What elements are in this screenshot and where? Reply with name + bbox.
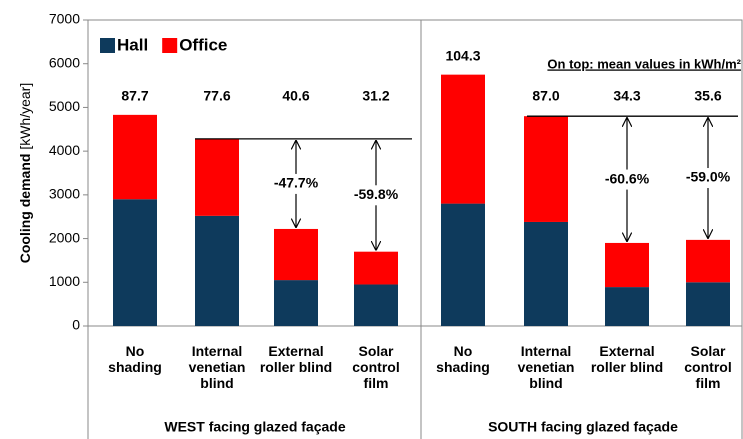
reduction-label: -59.0% xyxy=(686,169,731,185)
reduction-label: -60.6% xyxy=(605,170,650,186)
bar-segment xyxy=(605,242,649,288)
bar-segment xyxy=(605,287,649,326)
legend-swatch xyxy=(100,38,115,53)
legend-swatch xyxy=(162,38,178,53)
group-label: SOUTH facing glazed façade xyxy=(488,419,678,435)
bar-segment xyxy=(274,280,318,326)
label-bg xyxy=(605,169,649,190)
bar-segment xyxy=(354,284,398,326)
label-bg xyxy=(274,173,318,194)
mean-label: 40.6 xyxy=(282,88,309,104)
bar-segment xyxy=(113,114,157,200)
bar-segment xyxy=(274,228,318,281)
bar-segment xyxy=(195,138,239,216)
x-tick-label: No shading xyxy=(108,343,162,375)
mean-label: 87.0 xyxy=(532,88,559,104)
x-tick-label: Internal venetian blind xyxy=(518,343,575,391)
mean-label: 77.6 xyxy=(203,88,230,104)
y-tick-label: 0 xyxy=(72,317,80,333)
legend-label: Office xyxy=(179,35,227,54)
bar-segment xyxy=(441,203,485,326)
x-tick-label: Solar control film xyxy=(684,343,731,391)
x-tick-label: External roller blind xyxy=(591,343,663,375)
bar-segment xyxy=(354,251,398,285)
legend-label: Hall xyxy=(117,35,148,54)
x-tick-label: Internal venetian blind xyxy=(189,343,246,391)
note: On top: mean values in kWh/m² xyxy=(547,56,741,71)
y-tick-label: 3000 xyxy=(49,186,80,202)
label-bg xyxy=(354,185,398,206)
y-tick-label: 5000 xyxy=(49,98,80,114)
x-tick-label: External roller blind xyxy=(260,343,332,375)
bar-segment xyxy=(524,221,568,326)
y-unit: [kWh/year] xyxy=(17,83,33,150)
bar-segment xyxy=(686,239,730,283)
x-tick-label: Solar control film xyxy=(352,343,399,391)
bar-segment xyxy=(686,282,730,326)
y-tick-label: 6000 xyxy=(49,54,80,70)
mean-label: 35.6 xyxy=(694,88,721,104)
bar-segment xyxy=(524,116,568,222)
label-bg xyxy=(686,168,730,189)
y-tick-label: 1000 xyxy=(49,273,80,289)
bar-segment xyxy=(113,199,157,326)
y-axis-label: Cooling demand [kWh/year] xyxy=(17,83,33,263)
reduction-label: -59.8% xyxy=(354,186,399,202)
bar-segment xyxy=(441,74,485,204)
bar-segment xyxy=(195,215,239,326)
y-label: Cooling demand xyxy=(17,154,33,264)
y-tick-label: 4000 xyxy=(49,142,80,158)
plot-frame xyxy=(87,19,743,327)
mean-label: 34.3 xyxy=(613,88,640,104)
mean-label: 104.3 xyxy=(445,47,480,63)
reduction-label: -47.7% xyxy=(274,175,319,191)
y-tick-label: 2000 xyxy=(49,229,80,245)
y-tick-label: 7000 xyxy=(49,11,80,27)
group-label: WEST facing glazed façade xyxy=(164,419,345,435)
mean-label: 87.7 xyxy=(121,88,148,104)
x-tick-label: No shading xyxy=(436,343,490,375)
mean-label: 31.2 xyxy=(362,88,389,104)
